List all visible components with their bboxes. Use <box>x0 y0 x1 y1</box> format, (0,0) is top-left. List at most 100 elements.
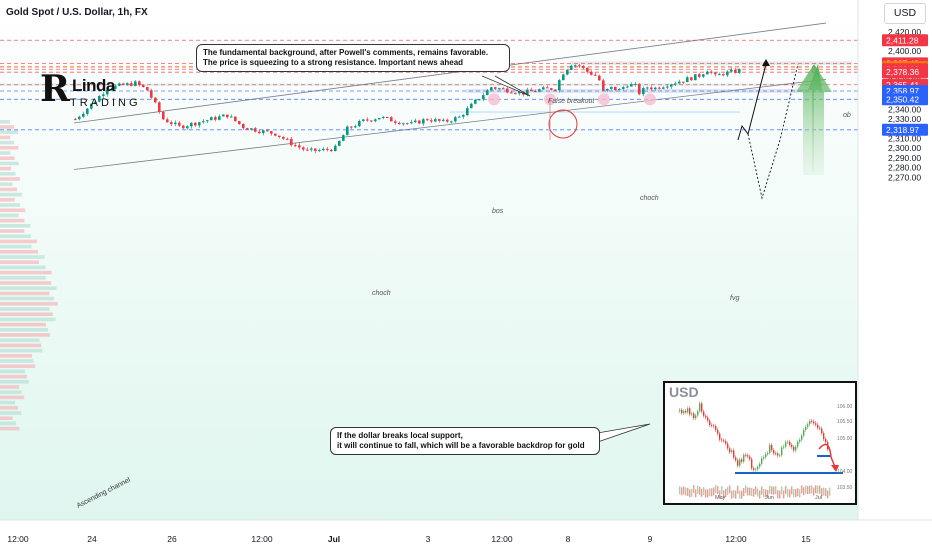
candle-body <box>250 128 253 130</box>
brand-logo: R Linda TRADING <box>40 68 141 116</box>
inset-volume-bar <box>731 490 733 499</box>
candle-body <box>158 102 161 112</box>
time-tick-label: 12:00 <box>491 534 513 544</box>
top-callout-line-2: The price is squeezing to a strong resis… <box>203 58 464 67</box>
volume-profile-bar <box>0 328 49 332</box>
inset-candle-body <box>719 433 721 440</box>
inset-volume-bar <box>743 487 745 496</box>
candle-body <box>510 92 513 94</box>
candle-body <box>722 74 725 76</box>
inset-candle-body <box>803 429 805 436</box>
price-tag <box>882 123 928 136</box>
candle-body <box>378 117 381 120</box>
candle-body <box>482 95 485 100</box>
volume-profile-bar <box>0 255 45 259</box>
candle-body <box>242 124 245 129</box>
inset-candle-body <box>783 446 785 448</box>
candle-body <box>370 120 373 122</box>
candle-body <box>354 126 357 128</box>
volume-profile-bar <box>0 406 19 410</box>
volume-profile-bar <box>0 421 16 426</box>
inset-volume-bar <box>735 490 737 499</box>
inset-candle-body <box>731 450 733 453</box>
volume-profile-bar <box>0 130 19 134</box>
inset-candle-body <box>725 441 727 444</box>
price-tag <box>882 66 928 79</box>
currency-selector[interactable]: USD <box>884 3 926 24</box>
inset-candle-body <box>755 469 757 471</box>
candle-body <box>382 116 385 118</box>
inset-candle-body <box>691 413 693 415</box>
candle-body <box>718 74 721 76</box>
candle-body <box>74 119 77 121</box>
candle-body <box>122 83 125 85</box>
inset-volume-bar <box>715 485 717 494</box>
price-tag-label: 2,378.36 <box>886 67 919 77</box>
inset-candle-body <box>775 453 777 455</box>
candle-body <box>110 88 113 90</box>
candle-body <box>422 119 425 124</box>
volume-profile-bar <box>0 291 50 296</box>
liquidity-marker <box>598 93 610 106</box>
inset-candle-body <box>781 447 783 456</box>
candle-body <box>626 86 629 88</box>
candle-body <box>214 117 217 120</box>
channel-lower-line <box>73 78 827 170</box>
inset-volume-bar <box>773 486 775 495</box>
bottom-callout-line-1: If the dollar breaks local support, <box>337 431 463 440</box>
inset-volume-bar <box>791 486 793 495</box>
candle-body <box>154 97 157 103</box>
logo-word-bottom: TRADING <box>70 97 141 109</box>
candle-body <box>558 80 561 91</box>
volume-profile-bar <box>0 369 25 374</box>
inset-x-label: Jun <box>765 495 774 501</box>
inset-candle-body <box>791 444 793 447</box>
time-tick-label: 8 <box>566 534 571 544</box>
inset-candle-body <box>681 409 683 414</box>
candle-body <box>334 145 337 152</box>
volume-profile-bar <box>0 270 52 275</box>
chart-title: Gold Spot / U.S. Dollar, 1h, FX <box>6 7 148 18</box>
inset-candle-body <box>801 435 803 440</box>
inset-candle-body <box>763 457 765 459</box>
inset-candle-body <box>713 425 715 427</box>
candle-body <box>494 87 497 89</box>
liquidity-marker <box>488 93 500 106</box>
inset-volume-bar <box>687 487 689 496</box>
inset-volume-bar <box>793 489 795 498</box>
candle-body <box>130 83 133 86</box>
candle-body <box>634 83 637 85</box>
inset-volume-bar <box>827 490 829 499</box>
usd-inset-chart: USD May Jun Jul 106.00 105.50 105.00 104.00 103… <box>663 381 857 505</box>
inset-candle-body <box>821 428 823 434</box>
inset-candle-body <box>697 411 699 416</box>
fvg-zone <box>450 111 740 113</box>
price-tag-label: 2,365.41 <box>886 80 919 90</box>
inset-volume-bar <box>745 485 747 494</box>
volume-profile-bar <box>0 390 22 394</box>
candle-body <box>138 81 141 85</box>
candle-body <box>294 145 297 147</box>
candle-body <box>542 87 545 90</box>
inset-x-label: May <box>715 495 726 501</box>
inset-volume-bar <box>815 485 817 494</box>
candle-body <box>450 121 453 123</box>
candle-body <box>314 148 317 151</box>
bottom-callout-line-2: it will continue to fall, which will be … <box>337 441 585 450</box>
candle-body <box>434 119 437 122</box>
inset-volume-bar <box>709 488 711 497</box>
inset-candle-body <box>771 444 773 451</box>
inset-volume-bar <box>755 486 757 495</box>
candle-body <box>586 67 589 72</box>
candle-body <box>478 99 481 101</box>
candle-body <box>538 89 541 92</box>
candle-body <box>514 93 517 95</box>
candle-body <box>146 86 149 91</box>
inset-candle-body <box>809 421 811 425</box>
inset-volume-bar <box>703 487 705 496</box>
candle-body <box>342 135 345 141</box>
inset-candle-body <box>799 439 801 442</box>
inset-candle-body <box>703 411 705 416</box>
price-tag-label: 2,350.42 <box>886 94 919 104</box>
